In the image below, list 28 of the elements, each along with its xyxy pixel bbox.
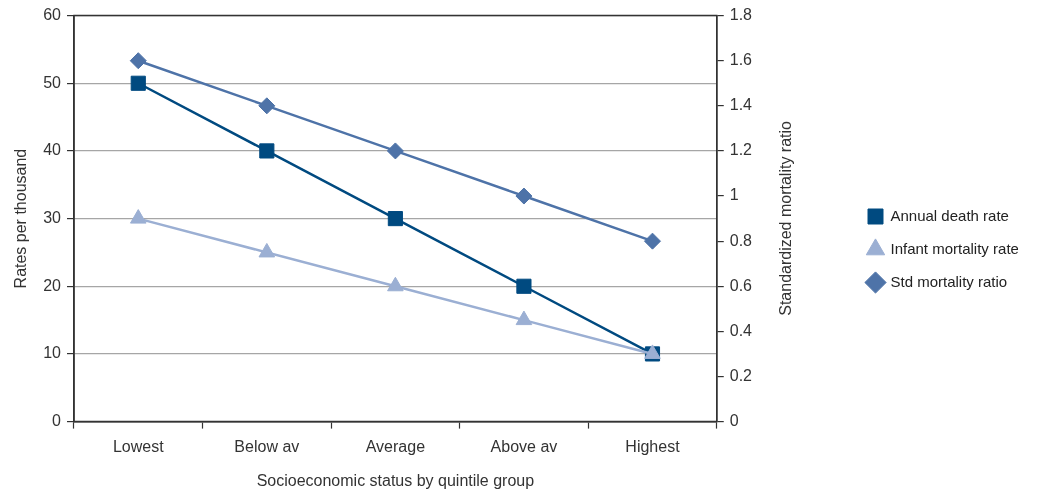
y2-tick-label: 0.6: [729, 276, 753, 294]
y2-tick-label: 1: [729, 186, 739, 204]
y2-tick-label: 1.8: [729, 6, 753, 24]
x-tick-label: Highest: [625, 437, 681, 455]
x-tick-label: Average: [365, 437, 426, 455]
x-tick-label: Lowest: [112, 437, 165, 455]
y2-axis-title: Standardized mortality ratio: [776, 121, 795, 316]
y-tick-label: 0: [52, 412, 62, 430]
y2-tick-label: 0.2: [729, 366, 753, 384]
y2-tick-label: 1.6: [729, 51, 753, 69]
y2-tick-label: 0.4: [729, 321, 753, 339]
x-tick-label: Below av: [234, 437, 300, 455]
x-axis-title: Socioeconomic status by quintile group: [256, 471, 535, 489]
y-tick-label: 40: [43, 141, 62, 159]
y2-tick-label: 0.8: [729, 231, 753, 249]
x-tick-label: Above av: [490, 437, 558, 455]
legend-label: Annual death rate: [890, 206, 1009, 224]
y-tick-label: 10: [43, 344, 62, 362]
y2-tick-label: 1.4: [729, 96, 753, 114]
y-tick-label: 50: [43, 73, 62, 91]
y-tick-label: 20: [43, 276, 62, 294]
y2-tick-label: 0: [729, 412, 739, 430]
y-tick-label: 30: [43, 209, 62, 227]
y2-tick-label: 1.2: [729, 141, 753, 159]
legend-label: Std mortality ratio: [890, 272, 1008, 290]
y-tick-label: 60: [43, 6, 62, 24]
y-axis-title: Rates per thousand: [12, 148, 30, 289]
legend-label: Infant mortality rate: [890, 239, 1019, 257]
